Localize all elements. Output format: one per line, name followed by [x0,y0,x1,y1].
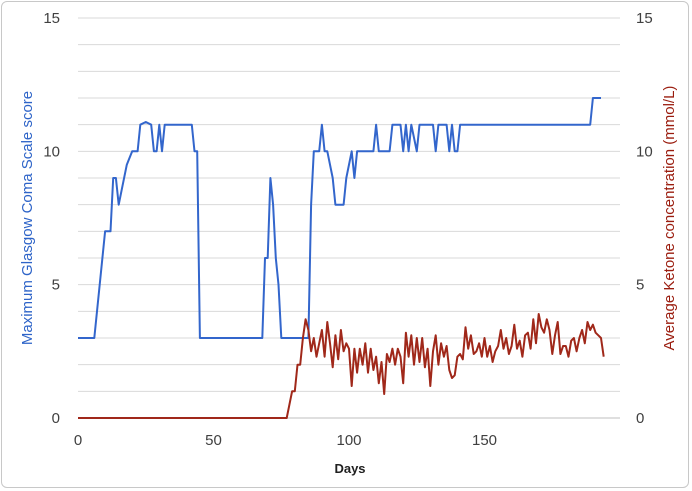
x-axis-title: Days [334,461,365,476]
ketone-concentration-line [78,313,605,419]
y-tick-right: 15 [636,10,653,27]
y-tick-left: 0 [52,410,60,427]
y-axis-title-right: Average Ketone concentration (mmol/L) [661,86,678,351]
gcs-score-line [78,97,601,339]
y-tick-left: 15 [43,10,60,27]
series-group [78,97,605,419]
y-tick-left: 5 [52,277,60,294]
y-tick-right: 10 [636,143,653,160]
x-tick: 100 [336,432,361,449]
y-tick-left: 10 [43,143,60,160]
x-tick: 150 [472,432,497,449]
x-tick: 50 [205,432,222,449]
x-tick: 0 [74,432,82,449]
y-axis-title-left: Maximum Glasgow Coma Scale score [19,91,36,345]
y-tick-right: 0 [636,410,644,427]
y-tick-right: 5 [636,277,644,294]
gridlines [78,17,620,419]
